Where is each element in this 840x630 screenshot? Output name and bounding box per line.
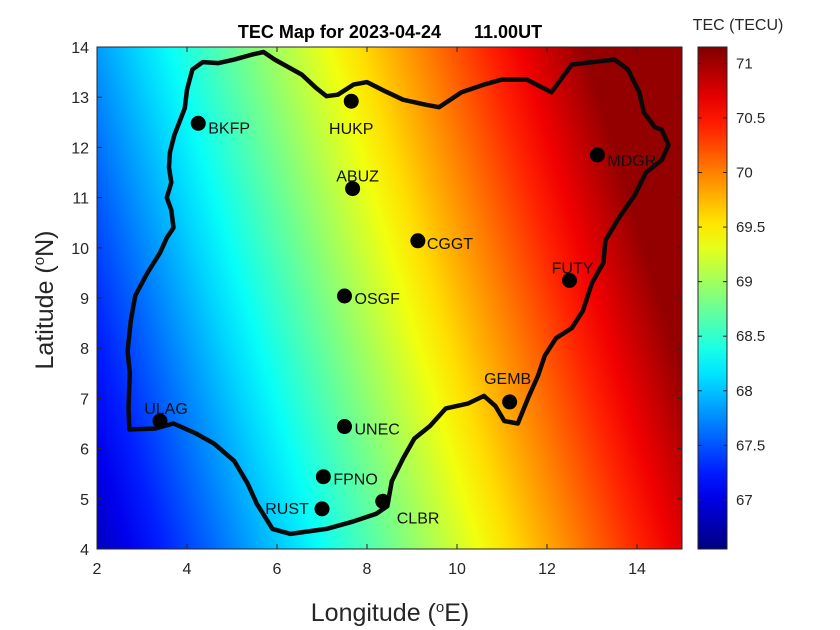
x-tick-label: 12 bbox=[538, 561, 556, 578]
colorbar-tick-label: 67.5 bbox=[736, 437, 765, 454]
y-axis-label-suffix: N) bbox=[31, 231, 59, 257]
station-label-rust: RUST bbox=[265, 501, 309, 518]
x-axis-label: Longitude (oE) bbox=[311, 599, 469, 627]
y-tick-label: 8 bbox=[80, 341, 89, 358]
station-marker-rust bbox=[314, 501, 330, 517]
title-time: 11.00UT bbox=[474, 22, 542, 42]
station-label-ulag: ULAG bbox=[144, 401, 188, 418]
station-marker-ulag bbox=[152, 413, 168, 429]
colorbar: 67 67.5 68 68.5 69 69.5 70 70.5 71 bbox=[697, 46, 765, 550]
colorbar-tick-label: 71 bbox=[736, 55, 753, 72]
y-tick-label: 11 bbox=[72, 191, 89, 208]
x-tick-label: 10 bbox=[448, 561, 466, 578]
colorbar-tick-label: 70.5 bbox=[736, 110, 765, 127]
station-marker-bkfp bbox=[190, 115, 206, 131]
station-marker-cggt bbox=[410, 233, 426, 249]
station-label-abuz: ABUZ bbox=[336, 169, 379, 186]
station-marker-hukp bbox=[343, 93, 359, 109]
plot-area bbox=[97, 47, 682, 549]
y-axis-label: Latitude (oN) bbox=[31, 231, 59, 370]
x-tick-label: 8 bbox=[363, 561, 372, 578]
station-label-osgf: OSGF bbox=[355, 291, 401, 308]
y-tick-label: 9 bbox=[80, 291, 89, 308]
x-axis-label-prefix: Longitude ( bbox=[311, 599, 437, 627]
station-label-cggt: CGGT bbox=[427, 236, 473, 253]
y-axis-label-prefix: Latitude ( bbox=[31, 265, 59, 370]
colorbar-tick-label: 68.5 bbox=[736, 328, 765, 345]
x-axis-label-sup: o bbox=[436, 599, 444, 616]
stations: BKFP HUKP ABUZ MDGR CGGT FUTY OSGF GEMB ULAG UNEC… bbox=[144, 93, 656, 527]
nigeria-boundary bbox=[125, 49, 671, 537]
station-marker-unec bbox=[337, 419, 352, 435]
station-label-mdgr: MDGR bbox=[607, 153, 656, 170]
nigeria-border-line bbox=[125, 49, 671, 537]
tec-heatmap bbox=[97, 47, 682, 549]
y-tick-label: 6 bbox=[80, 442, 89, 459]
x-tick-label: 4 bbox=[183, 561, 192, 578]
colorbar-tick-label: 69 bbox=[736, 274, 753, 291]
x-tick-label: 6 bbox=[273, 561, 282, 578]
colorbar-tick-label: 69.5 bbox=[736, 219, 765, 236]
station-marker-mdgr bbox=[589, 147, 605, 163]
y-tick-label: 10 bbox=[71, 241, 89, 258]
colorbar-label: TEC (TECU) bbox=[693, 17, 784, 34]
station-label-bkfp: BKFP bbox=[208, 120, 250, 137]
x-tick-label: 2 bbox=[93, 561, 102, 578]
x-tick-label: 14 bbox=[628, 561, 646, 578]
y-tick-label: 5 bbox=[80, 492, 89, 509]
station-marker-futy bbox=[562, 272, 577, 288]
station-marker-fpno bbox=[315, 469, 331, 485]
colorbar-tick-label: 67 bbox=[736, 492, 753, 509]
chart-title: TEC Map for 2023-04-24 11.00UT bbox=[238, 22, 542, 42]
y-axis-label-sup: o bbox=[31, 257, 48, 265]
station-label-gemb: GEMB bbox=[484, 371, 531, 388]
colorbar-tick-label: 70 bbox=[736, 165, 753, 182]
y-tick-label: 12 bbox=[71, 140, 89, 157]
station-label-hukp: HUKP bbox=[329, 121, 373, 138]
station-marker-gemb bbox=[502, 394, 518, 410]
title-text: TEC Map for 2023-04-24 bbox=[238, 22, 441, 42]
station-marker-osgf bbox=[337, 288, 352, 304]
station-label-clbr: CLBR bbox=[397, 510, 440, 527]
colorbar-scale bbox=[697, 46, 728, 550]
y-tick-label: 14 bbox=[71, 40, 89, 57]
station-marker-abuz bbox=[345, 181, 361, 197]
x-axis-label-suffix: E) bbox=[444, 599, 469, 627]
y-tick-label: 13 bbox=[71, 90, 89, 107]
station-label-unec: UNEC bbox=[355, 422, 400, 439]
y-tick-label: 7 bbox=[80, 391, 89, 408]
station-marker-clbr bbox=[375, 493, 391, 509]
station-label-fpno: FPNO bbox=[333, 472, 377, 489]
station-label-futy: FUTY bbox=[552, 260, 594, 277]
y-tick-label: 4 bbox=[80, 542, 89, 559]
colorbar-tick-label: 68 bbox=[736, 383, 753, 400]
